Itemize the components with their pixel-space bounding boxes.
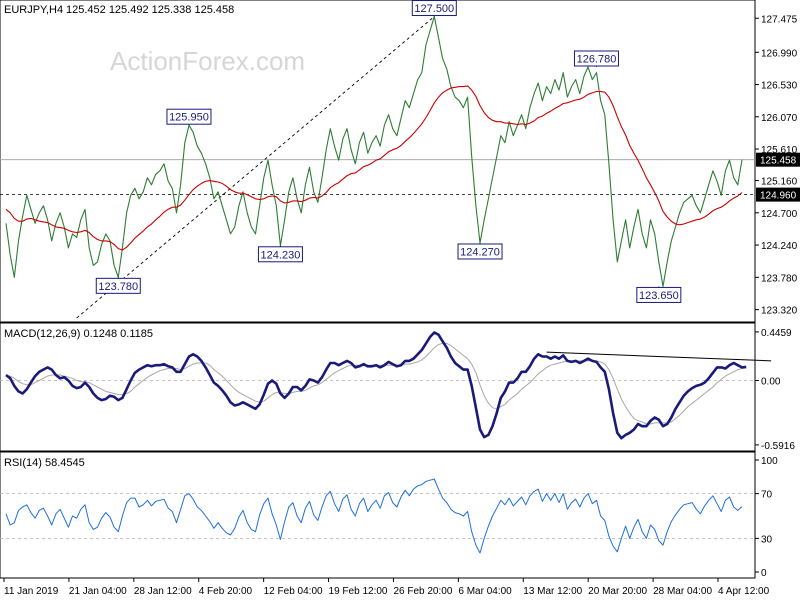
price-label-box <box>411 0 457 17</box>
rsi-y-tick-label: 30 <box>761 534 773 545</box>
macd-panel: MACD(12,26,9) 0.1248 0.1185 0.4459 0.00 -0… <box>0 322 795 452</box>
rsi-panel: RSI(14) 58.4545 100 70 30 0 <box>0 451 778 579</box>
moving-average-line <box>5 85 743 251</box>
price-panel-frame <box>0 0 756 323</box>
x-tick-label: 20 Mar 20:00 <box>588 586 647 597</box>
price-label-box <box>636 286 682 303</box>
price-label-box <box>95 277 141 294</box>
price-label-box <box>257 246 303 263</box>
price-y-tick-label: 123.780 <box>761 273 798 284</box>
price-y-tick-label: 126.990 <box>761 48 798 59</box>
price-label-text: 127.500 <box>414 3 454 15</box>
x-tick-label: 6 Mar 04:00 <box>458 586 512 597</box>
x-axis: 11 Jan 2019 21 Jan 04:00 28 Jan 12:00 4 Feb… <box>3 578 770 597</box>
x-tick-label: 13 Mar 12:00 <box>523 586 582 597</box>
macd-series <box>5 331 772 440</box>
price-y-tick-label: 123.320 <box>761 306 798 317</box>
price-series <box>5 15 743 287</box>
x-tick-label: 4 Feb 20:00 <box>199 586 253 597</box>
x-tick-label: 28 Jan 12:00 <box>134 586 192 597</box>
ohlc-label: 125.452 125.492 125.338 125.458 <box>66 4 234 16</box>
x-tick-label: 26 Feb 20:00 <box>393 586 452 597</box>
rsi-y-tick-label: 100 <box>761 456 778 467</box>
rsi-y-tick-label: 70 <box>761 490 773 501</box>
macd-main-line <box>5 331 747 440</box>
x-tick-label: 12 Feb 04:00 <box>264 586 323 597</box>
price-y-tick-label: 127.475 <box>761 14 798 25</box>
price-label-text: 126.780 <box>577 53 617 65</box>
rsi-line <box>5 478 743 554</box>
price-line <box>5 15 743 287</box>
price-label-text: 123.780 <box>98 281 138 293</box>
macd-y-tick-label: 0.4459 <box>761 328 792 339</box>
price-annotations: 123.780 125.950 124.230 127.500 124.270 126.7… <box>95 0 682 303</box>
macd-panel-frame <box>0 322 756 452</box>
price-label-text: 124.270 <box>460 246 500 258</box>
macd-trendline <box>546 351 772 362</box>
price-y-tick-label: 125.160 <box>761 177 798 188</box>
price-y-tick-label: 124.240 <box>761 241 798 252</box>
x-tick-label: 28 Mar 04:00 <box>653 586 712 597</box>
x-tick-label: 11 Jan 2019 <box>4 586 59 597</box>
price-label-text: 124.230 <box>261 249 301 261</box>
price-label-box <box>457 243 503 260</box>
price-label-box <box>573 50 619 67</box>
price-marker-box <box>756 152 800 167</box>
rsi-y-tick-label: 0 <box>761 568 767 579</box>
price-marker-label: 124.960 <box>760 191 797 202</box>
price-label-box <box>166 108 212 125</box>
macd-y-tick-label: -0.5916 <box>761 441 795 452</box>
price-marker-label: 125.458 <box>760 156 797 167</box>
price-y-axis: 127.475 126.990 126.530 126.070 125.610 125.1… <box>755 14 800 317</box>
rsi-y-axis: 100 70 30 0 <box>755 456 778 579</box>
macd-title: MACD(12,26,9) 0.1248 0.1185 <box>4 328 153 340</box>
macd-y-axis: 0.4459 0.00 -0.5916 <box>755 328 795 452</box>
rsi-panel-frame <box>0 451 756 579</box>
price-label-text: 125.950 <box>169 112 209 124</box>
macd-y-tick-label: 0.00 <box>761 376 781 387</box>
price-panel: ActionForex.com EURJPY,H4 125.452 125.49… <box>0 0 800 323</box>
price-marker-box <box>756 187 800 202</box>
price-y-tick-label: 126.530 <box>761 81 798 92</box>
price-y-tick-label: 124.700 <box>761 209 798 220</box>
watermark: ActionForex.com <box>110 46 305 76</box>
price-y-tick-label: 126.070 <box>761 113 798 124</box>
x-tick-label: 21 Jan 04:00 <box>69 586 127 597</box>
x-tick-label: 4 Apr 12:00 <box>718 586 770 597</box>
rsi-title: RSI(14) 58.4545 <box>4 457 85 469</box>
x-tick-label: 19 Feb 12:00 <box>329 586 388 597</box>
price-y-tick-label: 125.610 <box>761 145 798 156</box>
price-label-text: 123.650 <box>639 290 679 302</box>
symbol-label: EURJPY,H4 <box>4 4 63 16</box>
rsi-series <box>5 478 743 554</box>
